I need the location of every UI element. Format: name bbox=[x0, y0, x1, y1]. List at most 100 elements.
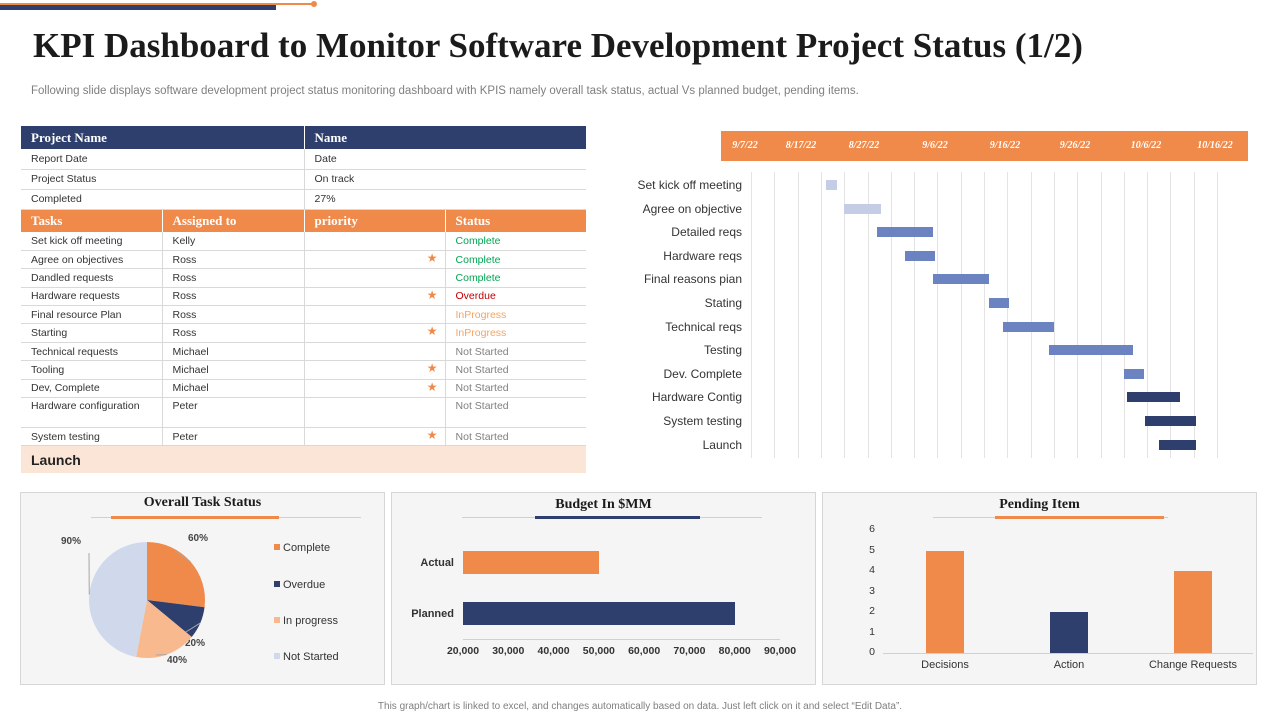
task-assignee: Ross bbox=[162, 305, 305, 325]
gantt-task-label: Dev. Complete bbox=[663, 366, 742, 381]
pending-bar bbox=[1050, 612, 1088, 653]
legend-swatch bbox=[274, 653, 280, 659]
launch-label: Launch bbox=[21, 445, 587, 473]
task-row: Dandled requests Ross Complete bbox=[21, 268, 587, 288]
gantt-bar bbox=[876, 227, 933, 238]
footer-note: This graph/chart is linked to excel, and… bbox=[377, 701, 903, 712]
pending-bar bbox=[926, 550, 964, 653]
task-status: Complete bbox=[445, 250, 587, 270]
gantt-date-label: 8/27/22 bbox=[848, 140, 880, 151]
star-icon: ★ bbox=[426, 324, 438, 339]
info-value: 27% bbox=[304, 189, 587, 210]
budget-x-tick: 30,000 bbox=[492, 645, 525, 657]
budget-x-tick: 70,000 bbox=[673, 645, 706, 657]
legend-swatch bbox=[274, 617, 280, 623]
page-subtitle: Following slide displays software develo… bbox=[31, 85, 859, 97]
info-row: Completed 27% bbox=[21, 189, 587, 210]
task-priority bbox=[304, 232, 446, 251]
info-value: On track bbox=[304, 169, 587, 190]
task-row: Hardware requests Ross ★ Overdue bbox=[21, 287, 587, 307]
budget-axis bbox=[463, 639, 780, 640]
task-priority: ★ bbox=[304, 379, 446, 399]
gantt-gridline bbox=[820, 172, 822, 458]
gantt-gridline bbox=[1007, 172, 1009, 458]
gantt-bar bbox=[844, 203, 882, 214]
pie-slice bbox=[136, 600, 192, 658]
budget-x-tick: 60,000 bbox=[628, 645, 661, 657]
budget-bar bbox=[463, 602, 735, 625]
task-status: Not Started bbox=[445, 427, 587, 447]
pie-data-label: 90% bbox=[61, 536, 81, 547]
launch-row: Launch bbox=[21, 445, 587, 473]
task-assignee: Peter bbox=[162, 427, 305, 447]
title-accent bbox=[535, 516, 700, 519]
gantt-bar bbox=[988, 298, 1010, 308]
task-status: Complete bbox=[445, 232, 587, 251]
task-priority: ★ bbox=[304, 250, 446, 270]
gantt-gridline bbox=[1077, 172, 1079, 458]
gantt-date-label: 8/17/22 bbox=[785, 140, 817, 151]
gantt-gridline bbox=[1100, 172, 1102, 458]
gantt-bar bbox=[1159, 439, 1197, 450]
gantt-task-label: Final reasons pian bbox=[643, 272, 742, 287]
priority-header: priority bbox=[304, 209, 446, 232]
gantt-task-label: Stating bbox=[704, 296, 742, 310]
gantt-task-label: Agree on objective bbox=[642, 201, 742, 216]
legend-label: Overdue bbox=[283, 579, 326, 591]
task-status-panel: Overall Task Status 60% 20% 40% 90% Complet… bbox=[20, 492, 385, 685]
task-row: Tooling Michael ★ Not Started bbox=[21, 360, 587, 380]
gantt-bar bbox=[825, 180, 837, 190]
pie-slice bbox=[147, 600, 205, 637]
task-status: Not Started bbox=[445, 397, 587, 429]
task-priority: ★ bbox=[304, 287, 446, 307]
task-priority bbox=[304, 268, 446, 288]
pending-y-tick: 2 bbox=[869, 605, 875, 617]
title-accent bbox=[111, 516, 279, 519]
gantt-gridline bbox=[867, 172, 869, 458]
name-header: Name bbox=[304, 126, 587, 149]
info-row: Project Status On track bbox=[21, 169, 587, 190]
gantt-gridline bbox=[1030, 172, 1032, 458]
task-name: Dev, Complete bbox=[21, 379, 163, 399]
task-status: InProgress bbox=[445, 305, 587, 325]
task-status: InProgress bbox=[445, 323, 587, 343]
pending-y-tick: 3 bbox=[869, 584, 875, 597]
info-label: Project Status bbox=[21, 169, 305, 190]
pending-y-tick: 1 bbox=[869, 625, 875, 638]
star-icon: ★ bbox=[426, 287, 438, 302]
pending-title: Pending Item bbox=[999, 497, 1080, 512]
gantt-gridline bbox=[1147, 172, 1149, 458]
gantt-date-label: 9/6/22 bbox=[922, 140, 948, 151]
task-assignee: Ross bbox=[162, 250, 305, 270]
pie-data-label: 60% bbox=[188, 533, 208, 544]
task-status: Not Started bbox=[445, 342, 587, 362]
gantt-bar bbox=[1145, 416, 1197, 426]
gantt-bar bbox=[1049, 345, 1134, 356]
gantt-gridline bbox=[1123, 172, 1125, 458]
budget-bar bbox=[463, 551, 599, 574]
legend-label: Not Started bbox=[283, 651, 339, 663]
budget-category-label: Actual bbox=[420, 557, 454, 569]
pie-data-label: 40% bbox=[167, 655, 187, 666]
info-value: Date bbox=[304, 149, 587, 170]
task-name: Technical requests bbox=[21, 342, 163, 362]
task-assignee: Peter bbox=[162, 397, 305, 429]
task-name: Hardware requests bbox=[21, 287, 163, 307]
pending-category-label: Change Requests bbox=[1148, 659, 1238, 671]
star-icon: ★ bbox=[426, 379, 438, 394]
pending-category-label: Action bbox=[1053, 659, 1085, 671]
task-row: Agree on objectives Ross ★ Complete bbox=[21, 250, 587, 270]
task-assignee: Michael bbox=[162, 360, 305, 380]
gantt-bar bbox=[932, 274, 989, 285]
info-label: Report Date bbox=[21, 149, 305, 170]
pie-leader-line bbox=[174, 550, 191, 563]
task-status: Not Started bbox=[445, 360, 587, 380]
pending-item-panel: Pending Item 0 1 2 3 4 5 6 Decisions Action Chang… bbox=[822, 492, 1257, 685]
pending-y-tick: 4 bbox=[869, 564, 875, 576]
task-priority bbox=[304, 397, 446, 429]
task-status-title: Overall Task Status bbox=[143, 495, 262, 510]
project-name-header: Project Name bbox=[21, 126, 305, 149]
task-assignee: Ross bbox=[162, 268, 305, 288]
gantt-date-label: 9/26/22 bbox=[1059, 140, 1091, 151]
budget-x-tick: 40,000 bbox=[537, 645, 570, 657]
